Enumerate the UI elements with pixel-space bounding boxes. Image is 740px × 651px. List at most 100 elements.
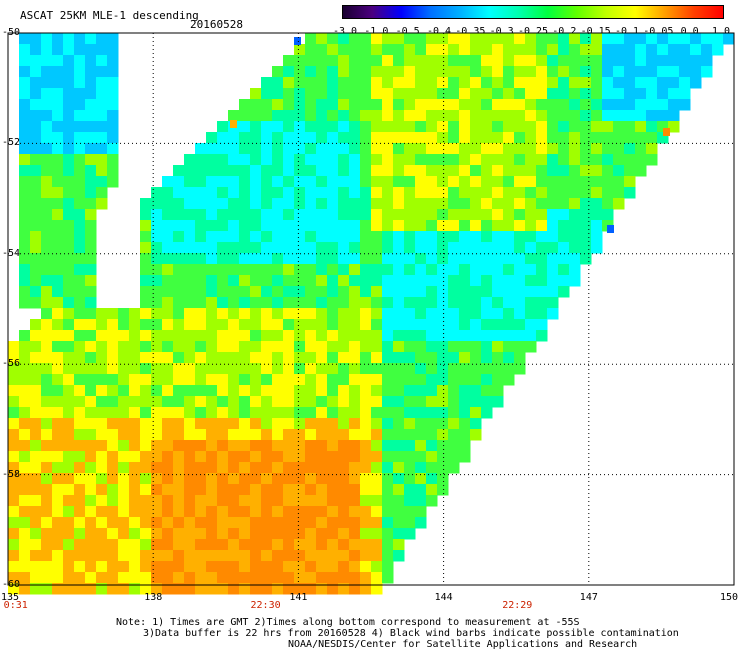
swath-cell bbox=[525, 99, 537, 111]
swath-cell bbox=[514, 209, 526, 221]
swath-cell bbox=[536, 275, 548, 287]
swath-cell bbox=[360, 539, 372, 551]
swath-cell bbox=[19, 484, 31, 496]
swath-cell bbox=[162, 330, 174, 342]
swath-cell bbox=[140, 440, 152, 452]
swath-cell bbox=[305, 154, 317, 166]
swath-cell bbox=[404, 176, 416, 188]
swath-cell bbox=[294, 275, 306, 287]
swath-cell bbox=[30, 121, 42, 133]
swath-cell bbox=[63, 264, 75, 276]
swath-cell bbox=[52, 561, 64, 573]
swath-cell bbox=[547, 132, 559, 144]
swath-cell bbox=[283, 572, 295, 584]
swath-cell bbox=[459, 440, 471, 452]
swath-cell bbox=[140, 396, 152, 408]
swath-cell bbox=[140, 363, 152, 375]
swath-cell bbox=[283, 550, 295, 562]
swath-cell bbox=[360, 286, 372, 298]
swath-cell bbox=[404, 88, 416, 100]
swath-cell bbox=[591, 121, 603, 133]
swath-cell bbox=[415, 88, 427, 100]
swath-cell bbox=[96, 374, 108, 386]
swath-cell bbox=[503, 176, 515, 188]
swath-cell bbox=[327, 110, 339, 122]
swath-cell bbox=[437, 341, 449, 353]
swath-cell bbox=[415, 451, 427, 463]
swath-cell bbox=[250, 319, 262, 331]
swath-cell bbox=[184, 319, 196, 331]
swath-cell bbox=[184, 187, 196, 199]
swath-cell bbox=[327, 264, 339, 276]
swath-cell bbox=[426, 231, 438, 243]
swath-cell bbox=[30, 418, 42, 430]
swath-cell bbox=[74, 209, 86, 221]
swath-cell bbox=[316, 209, 328, 221]
swath-cell bbox=[162, 462, 174, 474]
swath-cell bbox=[85, 143, 97, 155]
swath-cell bbox=[230, 120, 237, 128]
swath-cell bbox=[338, 77, 350, 89]
swath-cell bbox=[327, 550, 339, 562]
swath-cell bbox=[448, 330, 460, 342]
swath-cell bbox=[492, 99, 504, 111]
swath-cell bbox=[272, 66, 284, 78]
swath-cell bbox=[19, 99, 31, 111]
swath-cell bbox=[140, 341, 152, 353]
swath-cell bbox=[41, 275, 53, 287]
swath-cell bbox=[283, 473, 295, 485]
swath-cell bbox=[415, 462, 427, 474]
swath-cell bbox=[30, 165, 42, 177]
swath-cell bbox=[558, 55, 570, 67]
swath-cell bbox=[261, 583, 273, 595]
swath-cell bbox=[481, 165, 493, 177]
swath-cell bbox=[514, 275, 526, 287]
swath-cell bbox=[261, 242, 273, 254]
swath-cell bbox=[679, 55, 691, 67]
swath-cell bbox=[41, 297, 53, 309]
swath-cell bbox=[217, 308, 229, 320]
swath-cell bbox=[437, 99, 449, 111]
swath-cell bbox=[228, 132, 240, 144]
swath-cell bbox=[294, 110, 306, 122]
longitude-label: 147 bbox=[579, 592, 598, 603]
swath-cell bbox=[96, 154, 108, 166]
swath-cell bbox=[217, 473, 229, 485]
swath-cell bbox=[371, 517, 383, 529]
swath-cell bbox=[52, 209, 64, 221]
swath-cell bbox=[327, 473, 339, 485]
swath-cell bbox=[437, 242, 449, 254]
swath-cell bbox=[151, 495, 163, 507]
swath-cell bbox=[338, 572, 350, 584]
swath-cell bbox=[63, 165, 75, 177]
swath-cell bbox=[19, 187, 31, 199]
swath-cell bbox=[261, 297, 273, 309]
swath-cell bbox=[360, 352, 372, 364]
swath-cell bbox=[294, 88, 306, 100]
swath-cell bbox=[426, 407, 438, 419]
swath-cell bbox=[63, 99, 75, 111]
swath-cell bbox=[173, 165, 185, 177]
swath-cell bbox=[327, 539, 339, 551]
swath-cell bbox=[338, 539, 350, 551]
swath-cell bbox=[19, 473, 31, 485]
swath-cell bbox=[19, 209, 31, 221]
swath-cell bbox=[151, 209, 163, 221]
swath-cell bbox=[492, 231, 504, 243]
swath-cell bbox=[426, 242, 438, 254]
swath-cell bbox=[107, 352, 119, 364]
swath-cell bbox=[41, 418, 53, 430]
swath-cell bbox=[228, 418, 240, 430]
swath-cell bbox=[657, 99, 669, 111]
swath-cell bbox=[228, 572, 240, 584]
swath-cell bbox=[52, 66, 64, 78]
swath-cell bbox=[19, 132, 31, 144]
swath-cell bbox=[30, 440, 42, 452]
swath-cell bbox=[371, 561, 383, 573]
swath-cell bbox=[481, 275, 493, 287]
swath-cell bbox=[173, 209, 185, 221]
swath-cell bbox=[41, 495, 53, 507]
swath-cell bbox=[514, 330, 526, 342]
swath-cell bbox=[206, 418, 218, 430]
swath-cell bbox=[602, 110, 614, 122]
